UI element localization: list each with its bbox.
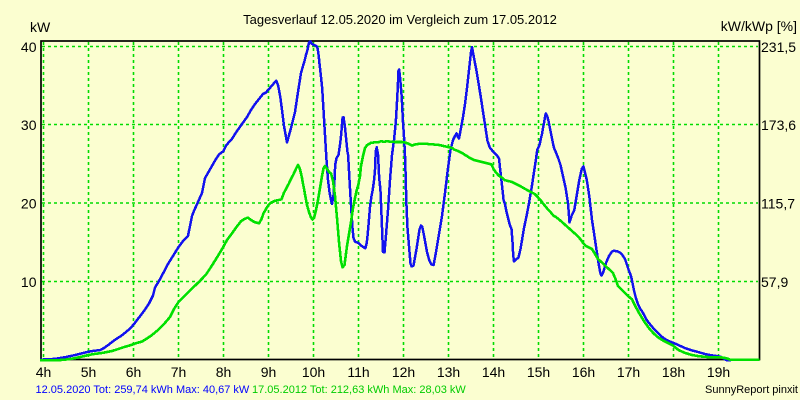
- svg-text:5h: 5h: [81, 364, 97, 380]
- svg-text:17.05.2012 Tot: 212,63 kWh Max: 17.05.2012 Tot: 212,63 kWh Max: 28,03 kW: [252, 384, 466, 396]
- svg-text:57,9: 57,9: [761, 274, 788, 290]
- svg-text:11h: 11h: [347, 364, 369, 380]
- svg-text:231,5: 231,5: [761, 39, 796, 55]
- svg-text:7h: 7h: [171, 364, 187, 380]
- svg-text:kW: kW: [30, 19, 51, 35]
- svg-text:17h: 17h: [617, 364, 640, 380]
- svg-text:16h: 16h: [572, 364, 595, 380]
- svg-text:kW/kWp [%]: kW/kWp [%]: [721, 18, 797, 34]
- svg-text:4h: 4h: [36, 364, 52, 380]
- svg-text:18h: 18h: [662, 364, 685, 380]
- svg-text:6h: 6h: [126, 364, 142, 380]
- svg-text:10h: 10h: [302, 364, 325, 380]
- svg-text:9h: 9h: [261, 364, 277, 380]
- svg-text:14h: 14h: [482, 364, 505, 380]
- svg-text:13h: 13h: [437, 364, 460, 380]
- svg-text:Tagesverlauf 12.05.2020 im Ver: Tagesverlauf 12.05.2020 im Vergleich zum…: [243, 12, 557, 27]
- svg-text:8h: 8h: [216, 364, 232, 380]
- svg-text:15h: 15h: [527, 364, 550, 380]
- svg-text:40: 40: [21, 39, 37, 55]
- svg-text:115,7: 115,7: [761, 195, 795, 211]
- svg-text:30: 30: [21, 117, 37, 133]
- svg-text:19h: 19h: [707, 364, 730, 380]
- svg-text:12h: 12h: [392, 364, 415, 380]
- svg-text:20: 20: [21, 195, 37, 211]
- svg-text:12.05.2020 Tot: 259,74 kWh Max: 12.05.2020 Tot: 259,74 kWh Max: 40,67 kW: [36, 384, 250, 396]
- svg-text:SunnyReport pinxit: SunnyReport pinxit: [705, 384, 798, 396]
- svg-text:10: 10: [21, 274, 37, 290]
- svg-text:173,6: 173,6: [761, 117, 796, 133]
